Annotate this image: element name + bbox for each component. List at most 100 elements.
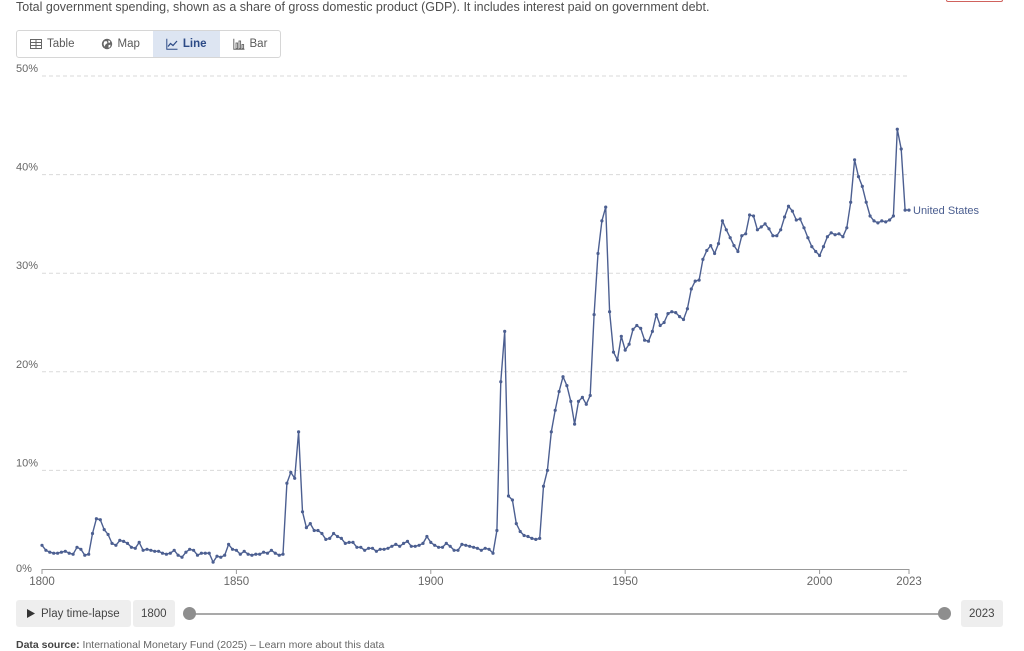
data-point-1881[interactable] xyxy=(355,545,359,549)
data-point-1983[interactable] xyxy=(751,214,756,218)
data-point-1934[interactable] xyxy=(561,375,565,379)
data-point-1951[interactable] xyxy=(627,342,631,346)
data-point-2008[interactable] xyxy=(849,200,853,204)
data-point-1867[interactable] xyxy=(300,510,305,514)
data-point-1985[interactable] xyxy=(759,225,763,229)
data-point-1908[interactable] xyxy=(460,542,464,546)
data-point-1937[interactable] xyxy=(573,422,577,426)
tab-table[interactable]: Table xyxy=(17,31,88,57)
data-point-1924[interactable] xyxy=(522,533,526,538)
data-point-1813[interactable] xyxy=(90,531,95,536)
data-point-2018[interactable] xyxy=(888,218,892,222)
data-point-1874[interactable] xyxy=(328,536,332,540)
data-point-1860[interactable] xyxy=(273,551,277,555)
data-point-1984[interactable] xyxy=(755,228,760,232)
data-point-2013[interactable] xyxy=(868,214,872,218)
data-point-1968[interactable] xyxy=(693,279,697,283)
series-label-united-states[interactable]: United States xyxy=(913,205,980,217)
data-point-1803[interactable] xyxy=(52,551,56,555)
data-point-1917[interactable] xyxy=(495,528,499,533)
data-point-1945[interactable] xyxy=(604,205,608,209)
data-point-1833[interactable] xyxy=(168,551,172,555)
data-point-1811[interactable] xyxy=(83,553,87,557)
data-point-1977[interactable] xyxy=(728,236,732,240)
data-point-1817[interactable] xyxy=(106,532,110,537)
data-point-2009[interactable] xyxy=(853,158,857,162)
data-point-1914[interactable] xyxy=(483,546,487,550)
data-point-1807[interactable] xyxy=(67,551,71,555)
data-point-1963[interactable] xyxy=(674,311,678,315)
data-point-1815[interactable] xyxy=(98,518,102,522)
data-point-1829[interactable] xyxy=(153,549,157,553)
data-point-1947[interactable] xyxy=(611,350,616,354)
data-point-2006[interactable] xyxy=(841,235,845,239)
data-point-1966[interactable] xyxy=(685,307,690,311)
data-point-1848[interactable] xyxy=(227,542,231,546)
data-point-1910[interactable] xyxy=(468,544,472,548)
data-point-1834[interactable] xyxy=(172,548,176,552)
data-point-1892[interactable] xyxy=(398,544,402,548)
data-point-1809[interactable] xyxy=(75,545,79,549)
data-point-2023[interactable] xyxy=(907,208,911,212)
data-point-1998[interactable] xyxy=(810,245,814,249)
data-point-1882[interactable] xyxy=(359,545,363,549)
data-point-1923[interactable] xyxy=(518,529,522,534)
tab-map[interactable]: Map xyxy=(88,31,153,57)
data-point-1821[interactable] xyxy=(122,539,126,543)
data-point-1976[interactable] xyxy=(724,228,728,232)
data-point-1810[interactable] xyxy=(79,547,83,551)
data-point-1868[interactable] xyxy=(304,526,308,530)
data-point-1946[interactable] xyxy=(608,310,612,314)
play-timelapse-button[interactable]: Play time-lapse xyxy=(16,600,131,627)
data-point-1846[interactable] xyxy=(219,555,223,559)
data-point-1894[interactable] xyxy=(405,539,410,543)
data-point-1854[interactable] xyxy=(250,553,254,557)
data-point-2021[interactable] xyxy=(899,147,903,151)
data-point-1863[interactable] xyxy=(285,481,289,485)
data-point-2017[interactable] xyxy=(884,220,888,224)
data-point-1978[interactable] xyxy=(732,244,736,248)
data-point-2011[interactable] xyxy=(860,184,864,188)
tab-line[interactable]: Line xyxy=(152,31,220,57)
data-point-1906[interactable] xyxy=(452,548,456,552)
data-point-1928[interactable] xyxy=(538,536,542,540)
data-point-1855[interactable] xyxy=(254,552,258,556)
data-point-1929[interactable] xyxy=(541,484,546,488)
data-point-1979[interactable] xyxy=(736,249,740,254)
data-point-1960[interactable] xyxy=(662,320,666,325)
data-point-1845[interactable] xyxy=(215,554,219,558)
timeline-track[interactable] xyxy=(192,613,944,615)
data-point-1835[interactable] xyxy=(176,553,180,557)
data-point-1801[interactable] xyxy=(44,548,48,552)
data-point-1949[interactable] xyxy=(619,334,623,338)
data-point-1858[interactable] xyxy=(265,551,270,555)
data-point-1954[interactable] xyxy=(639,326,643,330)
data-point-1884[interactable] xyxy=(367,546,371,550)
data-point-1865[interactable] xyxy=(293,476,297,480)
data-point-1943[interactable] xyxy=(596,251,600,256)
data-point-1999[interactable] xyxy=(814,249,818,254)
data-point-1969[interactable] xyxy=(697,278,701,282)
data-point-2012[interactable] xyxy=(864,200,868,204)
data-point-1920[interactable] xyxy=(506,494,511,498)
start-year-box[interactable]: 1800 xyxy=(133,600,175,627)
data-point-1900[interactable] xyxy=(429,540,433,544)
data-point-1901[interactable] xyxy=(433,543,437,547)
data-point-1859[interactable] xyxy=(269,548,273,552)
data-point-1931[interactable] xyxy=(549,430,553,434)
data-point-1975[interactable] xyxy=(720,219,725,223)
data-point-2020[interactable] xyxy=(895,127,899,131)
data-point-1944[interactable] xyxy=(600,219,604,223)
data-point-1831[interactable] xyxy=(160,551,165,555)
data-point-1841[interactable] xyxy=(199,551,203,555)
header-accent-tab[interactable] xyxy=(946,0,1003,2)
data-point-2003[interactable] xyxy=(829,231,833,235)
data-point-2015[interactable] xyxy=(876,221,880,225)
data-point-1904[interactable] xyxy=(444,541,448,545)
data-point-1896[interactable] xyxy=(413,544,417,548)
data-point-1991[interactable] xyxy=(783,215,787,219)
data-point-1852[interactable] xyxy=(242,549,246,553)
data-point-1838[interactable] xyxy=(188,547,192,551)
data-point-2016[interactable] xyxy=(880,219,884,223)
data-point-1965[interactable] xyxy=(681,317,686,322)
